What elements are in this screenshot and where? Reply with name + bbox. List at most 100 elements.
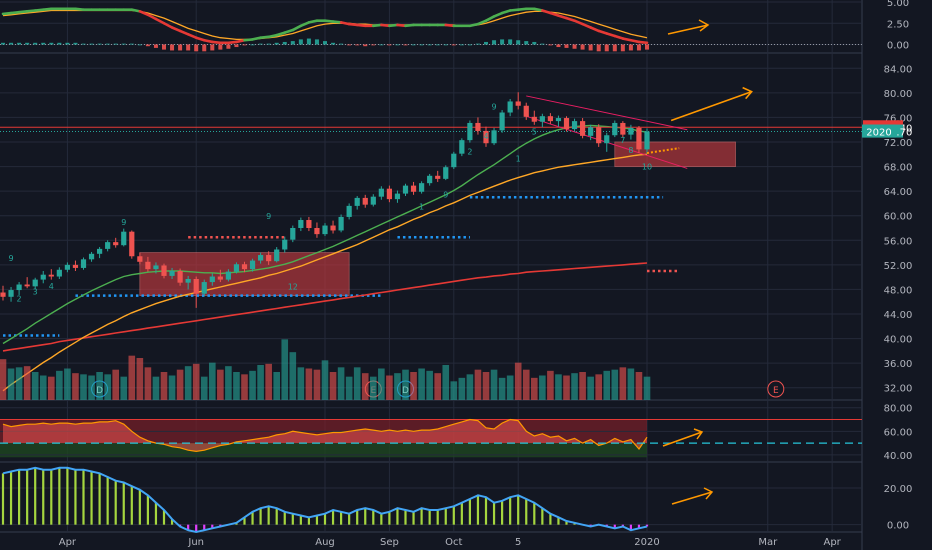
histogram-bar <box>436 510 439 525</box>
top-main-line-segment <box>589 26 601 33</box>
top-main-line-segment <box>307 19 319 24</box>
top-hist-bar <box>194 44 199 52</box>
histogram-bar <box>323 513 327 525</box>
top-main-line-segment <box>299 21 311 28</box>
histogram-bar <box>66 467 69 525</box>
candle-body <box>233 264 240 272</box>
candle-body <box>258 255 264 261</box>
top-oscillator-panel <box>0 1 862 52</box>
candle-body <box>386 188 392 200</box>
sequence-count-label: 10 <box>642 163 652 172</box>
top-hist-bar <box>484 41 488 45</box>
time-axis-label: Aug <box>315 537 335 548</box>
histogram-bar <box>211 524 214 529</box>
candle-body <box>612 122 618 136</box>
candle-body <box>354 197 360 206</box>
histogram-bar <box>42 469 45 525</box>
candle-body <box>515 101 521 106</box>
volume-bar <box>112 369 119 400</box>
histogram-bar <box>484 497 488 525</box>
projection-arrow <box>646 147 680 155</box>
volume-bar <box>555 374 562 400</box>
top-axis-tick-label: 0.00 <box>887 41 909 52</box>
top-main-line-segment <box>621 37 633 42</box>
top-hist-bar <box>242 44 247 46</box>
candle-body <box>370 196 376 205</box>
histogram-bar <box>122 482 125 525</box>
volume-bar <box>450 381 458 400</box>
top-main-line-segment <box>500 9 512 15</box>
top-main-line-segment <box>283 28 295 34</box>
histogram-bar <box>460 502 463 525</box>
price-tick-label: 60.00 <box>884 212 913 223</box>
volume-bar <box>643 376 651 400</box>
histogram-line <box>2 466 648 534</box>
volume-bar <box>579 372 586 400</box>
price-tick-label: 80.00 <box>884 89 913 100</box>
top-main-line-segment <box>637 40 649 45</box>
candle-body <box>274 249 280 262</box>
sequence-count-label: 9 <box>443 190 448 199</box>
histogram-bar <box>307 517 310 525</box>
candle-body <box>507 101 513 113</box>
candle-body <box>88 253 95 260</box>
price-tick-label: 32.00 <box>884 384 913 395</box>
volume-bar <box>88 375 95 400</box>
top-main-line-segment <box>211 40 222 45</box>
histogram-bar <box>275 508 278 525</box>
volume-bar <box>64 368 71 400</box>
top-main-line-segment <box>25 9 37 13</box>
candle-body <box>56 269 62 277</box>
top-main-line-segment <box>1 11 13 16</box>
trend-arrow-head <box>742 86 753 100</box>
sequence-count-label: 12 <box>288 282 298 291</box>
top-main-line-segment <box>573 19 584 26</box>
histogram-bar <box>98 473 101 525</box>
volume-bar <box>265 363 272 400</box>
top-hist-bar <box>620 44 625 52</box>
candle-body <box>0 292 6 297</box>
rsi-tick-label: 60.00 <box>884 427 913 438</box>
volume-bar <box>289 352 297 400</box>
volume-bar <box>514 362 522 400</box>
top-hist-bar <box>49 42 54 45</box>
price-tick-label: 68.00 <box>884 163 913 174</box>
candle-body <box>137 256 143 262</box>
top-axis-tick-label: 2.50 <box>887 19 909 30</box>
top-hist-bar <box>467 44 472 46</box>
volume-bar <box>442 365 450 400</box>
time-axis-label: Apr <box>59 537 77 548</box>
top-main-line-segment <box>549 11 560 17</box>
volume-bar <box>490 369 498 400</box>
top-hist-bar <box>306 38 311 45</box>
top-hist-bar <box>636 44 641 51</box>
top-main-line-segment <box>508 8 520 12</box>
candle-body <box>571 121 578 130</box>
top-hist-bar <box>516 40 521 45</box>
volume-bar <box>257 365 264 400</box>
top-main-line-segment <box>74 7 85 11</box>
top-main-line-segment <box>388 23 399 28</box>
volume-bar <box>595 374 602 400</box>
event-marker-label: E <box>773 386 779 396</box>
histogram-bar <box>372 510 375 525</box>
volume-bar <box>506 375 514 400</box>
price-tick-label: 52.00 <box>884 261 913 272</box>
volume-bar <box>168 375 176 400</box>
candle-body <box>193 278 199 294</box>
time-axis: Apr Jun Aug Sep Oct 5 2020 Mar Apr <box>59 537 842 548</box>
candle-body <box>644 131 650 150</box>
histogram-bar <box>267 506 270 525</box>
histogram-bar <box>90 471 93 525</box>
candle-body <box>322 225 328 235</box>
histogram-bar <box>58 467 61 525</box>
top-hist-bar <box>145 44 150 47</box>
top-main-line-segment <box>371 23 383 28</box>
top-main-line-segment <box>235 38 246 44</box>
top-hist-bar <box>645 44 649 50</box>
top-hist-bar <box>435 44 440 46</box>
top-main-line-segment <box>468 22 480 28</box>
top-axis-tick-label: 5.00 <box>887 0 909 9</box>
price-tick-label: 76.00 <box>884 113 913 124</box>
